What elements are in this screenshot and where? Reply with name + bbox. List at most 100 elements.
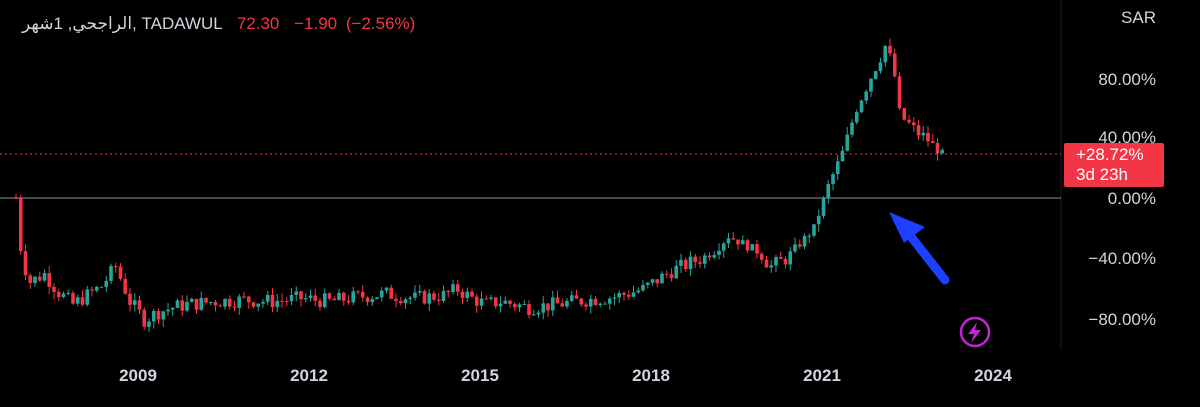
candle-body — [826, 183, 831, 198]
candle-body — [626, 294, 631, 297]
candle-body — [308, 295, 313, 298]
y-tick-label: 80.00% — [1098, 70, 1156, 89]
candle-body — [294, 291, 299, 295]
x-tick-label: 2024 — [974, 366, 1012, 385]
candle-body — [237, 296, 242, 308]
candle-body — [930, 141, 935, 144]
candle-body — [156, 310, 161, 320]
candle-body — [759, 253, 764, 260]
candle-body — [341, 292, 346, 301]
candle-body — [717, 250, 721, 255]
candle-body — [18, 198, 23, 252]
candle-body — [123, 278, 128, 294]
candle-body — [911, 122, 916, 126]
y-tick-label: 0.00% — [1107, 189, 1156, 208]
candle-body — [379, 290, 384, 298]
change-value: −1.90 — [294, 14, 338, 33]
candle-body — [42, 273, 47, 281]
candle-body — [470, 291, 474, 297]
candle-body — [356, 291, 360, 293]
candle-body — [503, 300, 508, 304]
candle-body — [232, 306, 237, 308]
candle-body — [109, 266, 113, 281]
candle-body — [593, 298, 598, 306]
candle-body — [745, 240, 750, 251]
candle-body — [702, 255, 707, 264]
candle-body — [902, 108, 907, 120]
candle-body — [693, 256, 698, 263]
candle-body — [180, 300, 185, 311]
candle-body — [52, 286, 56, 292]
candle-body — [892, 53, 897, 77]
candle-body — [916, 125, 921, 136]
candle-body — [721, 243, 726, 251]
candle-body — [664, 273, 669, 275]
candle-body — [622, 292, 626, 295]
candle-body — [926, 132, 930, 142]
candle-body — [113, 266, 118, 268]
candle-body — [674, 265, 679, 279]
candle-body — [47, 273, 52, 287]
candle-body — [821, 197, 826, 216]
candle-body — [66, 292, 71, 294]
candle-body — [204, 297, 208, 303]
candle-body — [588, 298, 593, 307]
candle-body — [816, 215, 821, 225]
candle-body — [432, 293, 436, 300]
x-tick-label: 2018 — [632, 366, 670, 385]
candle-body — [147, 321, 151, 327]
candle-body — [280, 300, 284, 302]
lightning-icon[interactable] — [959, 316, 991, 348]
candle-body — [783, 258, 788, 265]
candle-body — [864, 91, 869, 101]
candle-body — [265, 294, 270, 302]
candle-body — [527, 303, 531, 316]
x-tick-label: 2021 — [803, 366, 841, 385]
candle-body — [313, 295, 318, 301]
candle-body — [755, 244, 759, 254]
candle-body — [208, 302, 213, 304]
candle-body — [289, 294, 294, 302]
candle-body — [698, 262, 702, 264]
candle-body — [778, 257, 783, 259]
time-axis: 2009 2012 2015 2018 2021 2024 — [119, 366, 1012, 385]
candle-body — [740, 240, 745, 245]
candle-body — [398, 300, 403, 304]
badge-percent: +28.72% — [1076, 145, 1144, 164]
candle-body — [413, 292, 417, 298]
candle-body — [71, 292, 75, 304]
price-value: 72.30 — [236, 14, 280, 33]
candle-body — [94, 286, 99, 291]
candle-body — [569, 295, 574, 301]
candle-body — [517, 304, 522, 308]
candle-body — [636, 290, 641, 293]
candle-body — [446, 290, 451, 292]
x-tick-label: 2015 — [461, 366, 499, 385]
candle-body — [807, 235, 812, 237]
candle-body — [322, 293, 327, 308]
candle-body — [337, 292, 341, 301]
candle-body — [389, 287, 394, 299]
candle-body — [835, 161, 840, 175]
candle-body — [788, 251, 793, 265]
candle-body — [327, 293, 332, 299]
candle-body — [75, 297, 80, 304]
candle-body — [688, 256, 693, 270]
candle-body — [223, 298, 227, 307]
candle-body — [151, 310, 156, 322]
candle-body — [455, 284, 460, 292]
candle-body — [612, 297, 617, 299]
candle-body — [227, 298, 232, 307]
candle-body — [275, 300, 280, 308]
candle-body — [793, 244, 797, 252]
candle-body — [346, 300, 351, 303]
candle-body — [522, 303, 527, 305]
candle-body — [365, 297, 370, 303]
candle-body — [574, 295, 579, 299]
candle-body — [631, 292, 636, 297]
candle-body — [284, 300, 289, 302]
y-tick-label: −40.00% — [1088, 249, 1156, 268]
candle-body — [80, 297, 85, 305]
candles — [14, 38, 945, 333]
